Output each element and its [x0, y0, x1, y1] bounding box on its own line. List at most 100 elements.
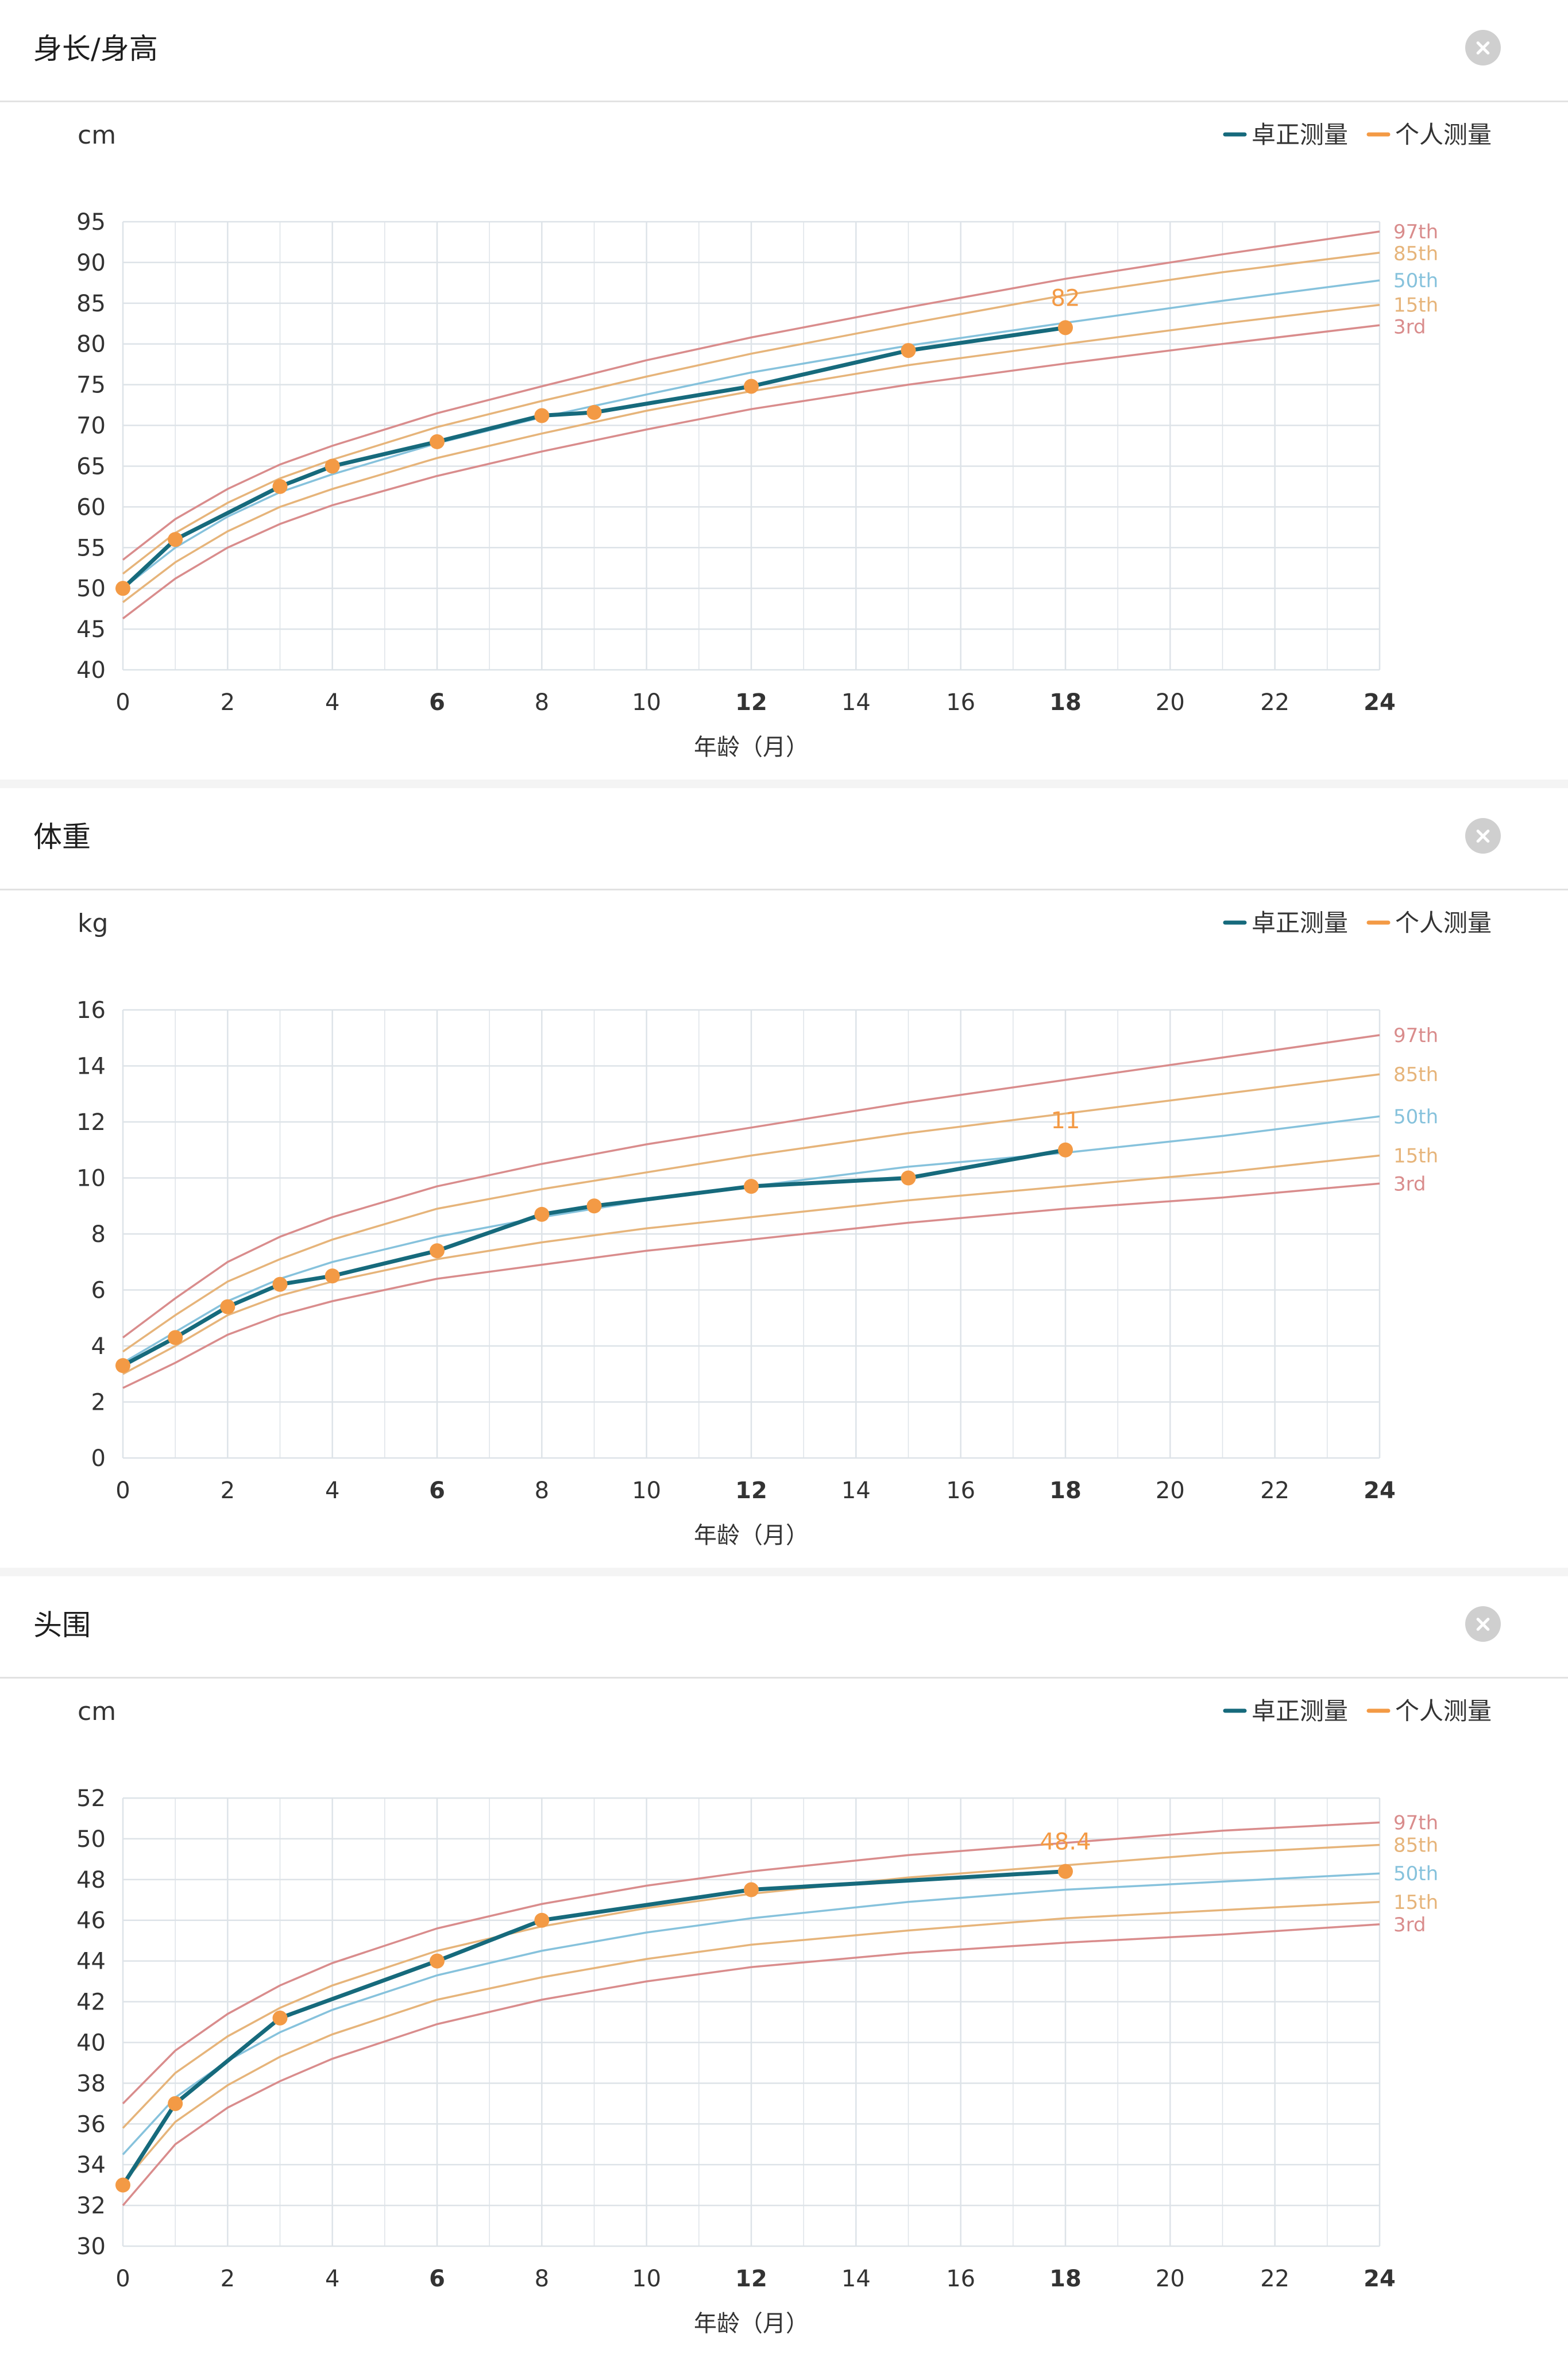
measurement-point[interactable]	[534, 1912, 550, 1928]
x-tick-label: 2	[221, 1478, 235, 1504]
y-tick-label: 36	[76, 2111, 106, 2138]
measurement-point[interactable]	[744, 1882, 759, 1897]
x-axis-label: 年龄（月）	[694, 2310, 809, 2337]
measurement-point[interactable]	[272, 2010, 288, 2026]
legend-label: 个人测量	[1395, 121, 1492, 149]
measurement-point[interactable]	[325, 1268, 340, 1284]
legend-label: 卓正测量	[1252, 909, 1348, 937]
grid	[122, 221, 1381, 671]
x-tick-label: 20	[1156, 689, 1185, 716]
measurement-point[interactable]	[534, 1206, 550, 1222]
x-tick-label: 16	[946, 1478, 975, 1504]
percentile-line-85th	[122, 252, 1380, 575]
x-tick-label: 24	[1364, 2266, 1396, 2292]
measurement-point[interactable]	[168, 532, 183, 547]
measurement-point[interactable]	[901, 343, 916, 358]
y-tick-label: 8	[91, 1221, 106, 1248]
measurement-point[interactable]	[430, 1953, 445, 1969]
y-tick-label: 42	[76, 1989, 106, 2016]
measurement-point[interactable]	[586, 1198, 602, 1214]
x-tick-label: 14	[841, 2266, 871, 2292]
x-tick-label: 8	[535, 2266, 549, 2292]
percentile-line-3rd	[122, 324, 1380, 620]
measurement-point[interactable]	[115, 2177, 130, 2193]
y-tick-label: 48	[76, 1867, 106, 1893]
grid	[122, 1797, 1381, 2247]
measurement-point[interactable]	[586, 404, 602, 420]
percentile-line-97th	[122, 230, 1380, 561]
measurement-point[interactable]	[272, 479, 288, 494]
percentile-label: 85th	[1393, 1063, 1438, 1086]
card-title: 头围	[33, 1608, 91, 1642]
x-tick-label: 6	[429, 2266, 445, 2292]
measurement-point[interactable]	[325, 458, 340, 474]
measurement-point[interactable]	[115, 581, 130, 596]
measurement-point[interactable]	[901, 1170, 916, 1186]
percentile-label: 97th	[1393, 1812, 1438, 1835]
chart-card-head: 头围 cm 卓正测量 个人测量 30 32 34 36 38 40 42 44 46 48 50 52 0 2 4…	[0, 1576, 1568, 2353]
measurement-point[interactable]	[534, 408, 550, 423]
value-annotation: 48.4	[1040, 1829, 1091, 1856]
y-tick-label: 44	[76, 1949, 106, 1975]
x-tick-label: 18	[1049, 689, 1082, 716]
x-tick-label: 10	[632, 689, 661, 716]
x-tick-label: 24	[1364, 689, 1396, 716]
x-tick-label: 12	[735, 2266, 767, 2292]
x-tick-label: 10	[632, 2266, 661, 2292]
close-icon[interactable]	[1465, 1606, 1501, 1642]
percentile-label: 97th	[1393, 221, 1438, 244]
y-tick-label: 90	[76, 250, 106, 276]
x-tick-label: 22	[1260, 2266, 1289, 2292]
x-axis-label: 年龄（月）	[694, 1522, 809, 1549]
percentile-label: 3rd	[1393, 1172, 1426, 1195]
measurement-point[interactable]	[1058, 320, 1073, 335]
y-tick-label: 0	[91, 1445, 106, 1472]
x-tick-label: 20	[1156, 2266, 1185, 2292]
card-title: 体重	[33, 820, 91, 854]
y-tick-label: 4	[91, 1333, 106, 1360]
x-tick-label: 6	[429, 689, 445, 716]
x-tick-label: 10	[632, 1478, 661, 1504]
percentile-line-3rd	[122, 1923, 1380, 2207]
y-tick-label: 14	[76, 1054, 106, 1080]
close-icon[interactable]	[1465, 818, 1501, 854]
measurement-point[interactable]	[168, 2096, 183, 2111]
legend-label: 卓正测量	[1252, 121, 1348, 149]
measurement-point[interactable]	[744, 1179, 759, 1194]
y-tick-label: 75	[76, 372, 106, 399]
card-header: 身长/身高	[0, 0, 1568, 102]
measurement-point[interactable]	[1058, 1142, 1073, 1158]
close-icon[interactable]	[1465, 30, 1501, 65]
card-header: 体重	[0, 788, 1568, 890]
y-tick-label: 10	[76, 1166, 106, 1192]
x-tick-label: 18	[1049, 2266, 1082, 2292]
percentile-label: 3rd	[1393, 316, 1426, 339]
measurement-point[interactable]	[430, 434, 445, 449]
measurement-point[interactable]	[1058, 1864, 1073, 1879]
legend: 卓正测量 个人测量	[1223, 909, 1492, 937]
percentile-line-15th	[122, 1154, 1380, 1375]
percentile-line-97th	[122, 1034, 1380, 1338]
x-tick-label: 2	[221, 689, 235, 716]
measurement-point[interactable]	[168, 1330, 183, 1345]
x-tick-label: 0	[115, 1478, 130, 1504]
value-annotation: 82	[1051, 285, 1080, 311]
x-tick-label: 2	[221, 2266, 235, 2292]
measurement-point[interactable]	[220, 1299, 235, 1314]
y-tick-label: 38	[76, 2070, 106, 2097]
y-tick-label: 2	[91, 1390, 106, 1416]
card-header: 头围	[0, 1576, 1568, 1679]
measurement-point[interactable]	[272, 1276, 288, 1292]
legend-label: 个人测量	[1395, 1697, 1492, 1725]
y-tick-label: 6	[91, 1278, 106, 1304]
percentile-line-15th	[122, 1901, 1380, 2184]
x-tick-label: 4	[325, 2266, 339, 2292]
measurement-point[interactable]	[115, 1358, 130, 1374]
y-tick-label: 34	[76, 2152, 106, 2178]
measurement-point[interactable]	[430, 1243, 445, 1259]
x-tick-label: 0	[115, 2266, 130, 2292]
measurement-point[interactable]	[744, 379, 759, 394]
y-unit-label: cm	[78, 1697, 116, 1726]
y-tick-label: 85	[76, 291, 106, 317]
